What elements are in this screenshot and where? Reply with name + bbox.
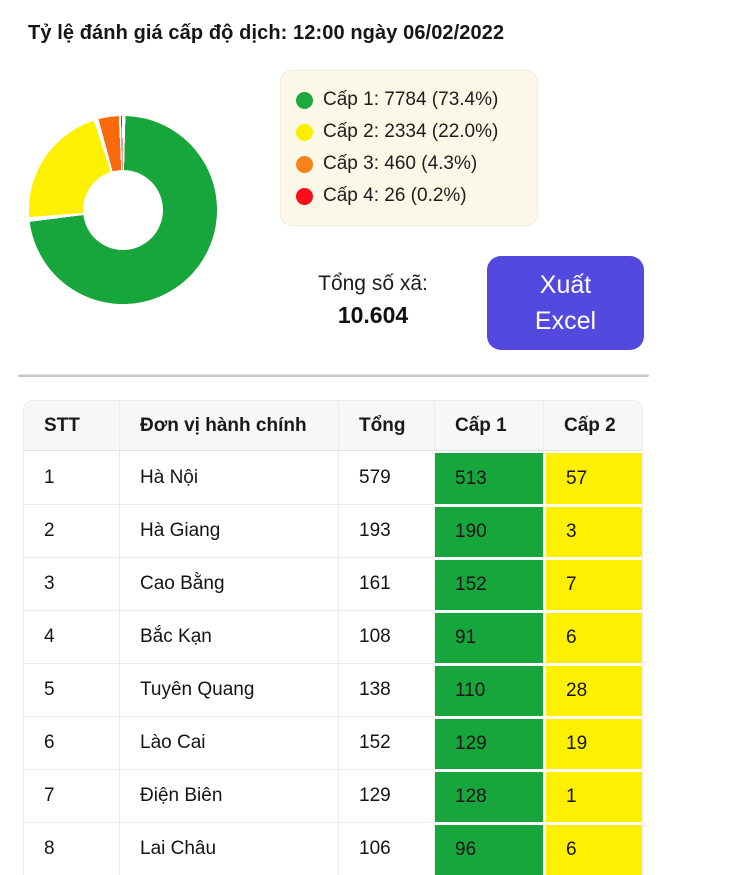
table-cell: 129 — [434, 716, 543, 769]
export-excel-button[interactable]: Xuất Excel — [487, 256, 644, 350]
table-cell: Bắc Kạn — [119, 610, 338, 663]
table-cell: 6 — [24, 716, 119, 769]
table-cell: Hà Giang — [119, 504, 338, 557]
total-communes-block: Tổng số xã: 10.604 — [288, 272, 458, 329]
export-excel-label-line2: Excel — [534, 307, 597, 335]
legend-label: Cấp 3: 460 (4.3%) — [323, 153, 478, 174]
table-row: 1 Hà Nội 579 513 57 — [24, 451, 642, 504]
provinces-table: STT Đơn vị hành chính Tổng Cấp 1 Cấp 2 1 Hà N… — [24, 401, 642, 875]
donut-chart[interactable] — [29, 116, 217, 304]
legend-color-dot — [296, 187, 313, 205]
table-cell: 1 — [24, 451, 119, 504]
table-cell: 57 — [543, 451, 642, 504]
table-row: 2 Hà Giang 193 190 3 — [24, 504, 642, 557]
legend-label: Cấp 4: 26 (0.2%) — [323, 185, 467, 206]
total-communes-label: Tổng số xã: — [318, 272, 428, 295]
page-title: Tỷ lệ đánh giá cấp độ dịch: 12:00 ngày 0… — [28, 22, 505, 44]
table-cell: Lai Châu — [119, 822, 338, 875]
table-row: 6 Lào Cai 152 129 19 — [24, 716, 642, 769]
table-row: 4 Bắc Kạn 108 91 6 — [24, 610, 642, 663]
chart-legend: Cấp 1: 7784 (73.4%) Cấp 2: 2334 (22.0%) Cấ… — [280, 70, 538, 226]
legend-color-dot — [296, 91, 313, 109]
table-cell: Tuyên Quang — [119, 663, 338, 716]
table-cell: 8 — [24, 822, 119, 875]
table-cell: 138 — [338, 663, 434, 716]
legend-color-dot — [296, 155, 313, 173]
column-header-1: STT — [24, 401, 119, 451]
total-communes-value: 10.604 — [337, 302, 409, 328]
legend-item[interactable]: Cấp 3: 460 (4.3%) — [296, 148, 523, 180]
column-header-5: Cấp 2 — [543, 401, 642, 451]
table-cell: 128 — [434, 769, 543, 822]
table-cell: 6 — [543, 610, 642, 663]
table-row: 3 Cao Bằng 161 152 7 — [24, 557, 642, 610]
table-cell: Hà Nội — [119, 451, 338, 504]
table-cell: Lào Cai — [119, 716, 338, 769]
column-header-3: Tổng — [338, 401, 434, 451]
table-cell: 190 — [434, 504, 543, 557]
table-cell: 152 — [338, 716, 434, 769]
column-header-2: Đơn vị hành chính — [119, 401, 338, 451]
table-cell: 1 — [543, 769, 642, 822]
table-cell: 3 — [24, 557, 119, 610]
legend-color-dot — [296, 123, 313, 141]
table-cell: 579 — [338, 451, 434, 504]
table-cell: 513 — [434, 451, 543, 504]
table-cell: 91 — [434, 610, 543, 663]
table-cell: 161 — [338, 557, 434, 610]
table-cell: 28 — [543, 663, 642, 716]
table-cell: 152 — [434, 557, 543, 610]
provinces-table-container: STT Đơn vị hành chính Tổng Cấp 1 Cấp 2 1 Hà N… — [23, 400, 643, 875]
table-row: 5 Tuyên Quang 138 110 28 — [24, 663, 642, 716]
table-cell: 6 — [543, 822, 642, 875]
legend-label: Cấp 2: 2334 (22.0%) — [323, 121, 499, 142]
export-excel-label-line1: Xuất — [539, 271, 592, 299]
table-cell: Cao Bằng — [119, 557, 338, 610]
table-cell: 110 — [434, 663, 543, 716]
donut-hole — [83, 170, 163, 250]
column-header-4: Cấp 1 — [434, 401, 543, 451]
table-header-row: STT Đơn vị hành chính Tổng Cấp 1 Cấp 2 — [24, 401, 642, 451]
table-cell: 2 — [24, 504, 119, 557]
table-cell: 3 — [543, 504, 642, 557]
table-cell: Điện Biên — [119, 769, 338, 822]
table-cell: 7 — [24, 769, 119, 822]
table-cell: 129 — [338, 769, 434, 822]
table-row: 7 Điện Biên 129 128 1 — [24, 769, 642, 822]
table-cell: 96 — [434, 822, 543, 875]
table-cell: 193 — [338, 504, 434, 557]
legend-label: Cấp 1: 7784 (73.4%) — [323, 89, 499, 110]
section-divider — [18, 374, 649, 377]
table-cell: 7 — [543, 557, 642, 610]
legend-item[interactable]: Cấp 1: 7784 (73.4%) — [296, 84, 523, 116]
table-cell: 108 — [338, 610, 434, 663]
legend-item[interactable]: Cấp 4: 26 (0.2%) — [296, 180, 523, 212]
legend-item[interactable]: Cấp 2: 2334 (22.0%) — [296, 116, 523, 148]
table-cell: 106 — [338, 822, 434, 875]
table-cell: 5 — [24, 663, 119, 716]
table-cell: 4 — [24, 610, 119, 663]
table-row: 8 Lai Châu 106 96 6 — [24, 822, 642, 875]
table-body: 1 Hà Nội 579 513 57 2 Hà Giang 193 190 3 3 Cao Bằng… — [24, 451, 642, 875]
table-cell: 19 — [543, 716, 642, 769]
